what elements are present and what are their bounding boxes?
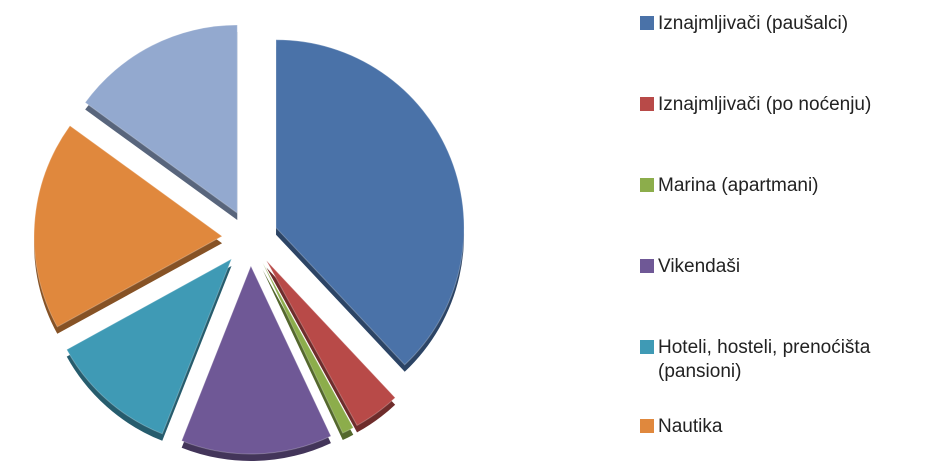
legend-swatch (640, 259, 654, 273)
legend-item: Vikendaši (640, 255, 936, 279)
slice (266, 260, 396, 427)
legend-swatch (640, 97, 654, 111)
legend-swatch (640, 178, 654, 192)
legend-label: Hoteli, hosteli, prenoćišta (pansioni) (658, 337, 871, 382)
legend-item: Hoteli, hosteli, prenoćišta (pansioni) (640, 336, 936, 384)
slice (181, 264, 332, 455)
legend-label: Nautika (658, 416, 723, 437)
legend-label: Iznajmljivači (paušalci) (658, 13, 849, 34)
chart (33, 24, 465, 461)
legend-item: Nautika (640, 415, 936, 439)
legend-swatch (640, 16, 654, 30)
legend-item: Iznajmljivači (paušalci) (640, 12, 936, 36)
slice (33, 125, 223, 328)
legend-item: Marina (apartmani) (640, 174, 936, 198)
slice (66, 257, 233, 435)
legend-label: Marina (apartmani) (658, 175, 819, 196)
legend-label: Vikendaši (658, 256, 741, 277)
legend-swatch (640, 340, 654, 354)
slice (84, 24, 238, 215)
legend-swatch (640, 419, 654, 433)
legend-label: Iznajmljivači (po noćenju) (658, 94, 872, 115)
slice (275, 39, 465, 366)
slice (262, 262, 354, 434)
legend-item: Iznajmljivači (po noćenju) (640, 93, 936, 117)
legend: Iznajmljivači (paušalci) Iznajmljivači (p… (640, 0, 939, 466)
